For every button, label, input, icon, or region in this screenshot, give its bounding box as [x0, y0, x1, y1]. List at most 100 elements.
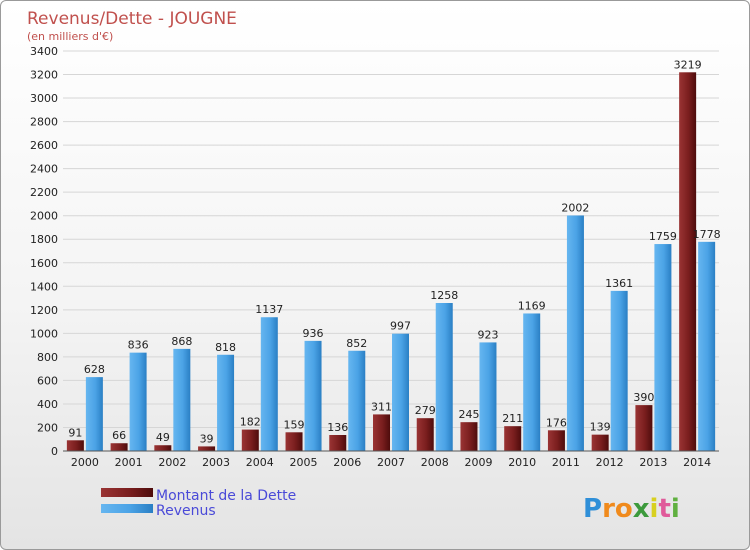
- bar-debt: [591, 434, 609, 451]
- logo-letter: i: [650, 494, 659, 524]
- bar-debt: [241, 429, 259, 451]
- bar-debt: [416, 418, 434, 451]
- data-label: 628: [84, 363, 105, 376]
- x-tick-label: 2005: [290, 456, 318, 469]
- data-label: 1778: [693, 228, 721, 241]
- x-tick-label: 2007: [377, 456, 405, 469]
- bar-debt: [373, 414, 390, 451]
- data-label: 182: [240, 416, 261, 429]
- data-label: 868: [171, 335, 192, 348]
- x-tick-label: 2012: [596, 456, 624, 469]
- bar-debt: [154, 445, 172, 451]
- data-label: 91: [68, 426, 82, 439]
- legend-label-debt: Montant de la Dette: [156, 488, 296, 504]
- y-tick-label: 2200: [30, 186, 58, 199]
- x-tick-label: 2008: [421, 456, 449, 469]
- data-label: 852: [346, 337, 367, 350]
- data-label: 1169: [518, 299, 546, 312]
- bar-revenus: [523, 313, 541, 451]
- proxiti-logo: Proxiti: [583, 494, 680, 524]
- data-label: 936: [303, 327, 324, 340]
- bar-debt: [635, 405, 653, 451]
- data-label: 1361: [605, 277, 633, 290]
- y-tick-label: 2600: [30, 139, 58, 152]
- data-labels: 91 628 66 836 49 868 39 818 182 1137 159 936 136 852 3…: [68, 58, 720, 445]
- x-tick-label: 2003: [202, 456, 230, 469]
- x-tick-label: 2002: [158, 456, 186, 469]
- x-tick-label: 2009: [464, 456, 492, 469]
- bar-revenus: [654, 244, 672, 451]
- legend: Montant de la Dette Revenus: [101, 488, 296, 519]
- legend-swatch-revenus: [101, 504, 153, 513]
- y-axis-ticks: 0 200 400 600 800 1000 1200 1400 1600 1800 2000 220…: [30, 45, 58, 458]
- data-label: 997: [390, 320, 411, 333]
- bar-revenus: [260, 317, 278, 451]
- y-tick-label: 0: [51, 445, 58, 458]
- data-label: 311: [371, 400, 392, 413]
- data-label: 39: [200, 432, 214, 445]
- data-label: 159: [284, 418, 305, 431]
- bar-debt: [110, 443, 128, 451]
- data-label: 139: [590, 421, 611, 434]
- data-label: 2002: [561, 201, 589, 214]
- y-tick-label: 3000: [30, 92, 58, 105]
- x-tick-label: 2011: [552, 456, 580, 469]
- data-label: 211: [502, 412, 523, 425]
- data-label: 1759: [649, 230, 677, 243]
- bar-revenus: [392, 333, 409, 451]
- chart-title: Revenus/Dette - JOUGNE: [27, 9, 237, 29]
- data-label: 176: [546, 416, 567, 429]
- legend-swatch-debt: [101, 488, 153, 497]
- y-tick-label: 2800: [30, 116, 58, 129]
- data-label: 818: [215, 341, 236, 354]
- bar-revenus: [217, 354, 235, 451]
- y-tick-label: 600: [37, 374, 58, 387]
- data-label: 923: [477, 328, 498, 341]
- y-tick-label: 1400: [30, 280, 58, 293]
- y-tick-label: 800: [37, 351, 58, 364]
- bar-revenus: [698, 241, 716, 451]
- bar-revenus: [610, 290, 628, 451]
- data-label: 836: [128, 339, 149, 352]
- y-tick-label: 1000: [30, 327, 58, 340]
- logo-letter: t: [658, 494, 670, 524]
- x-tick-label: 2004: [246, 456, 274, 469]
- bar-debt: [504, 426, 522, 451]
- bar-revenus: [129, 352, 147, 451]
- bar-debt: [329, 435, 347, 451]
- x-tick-label: 2013: [639, 456, 667, 469]
- x-tick-label: 2001: [115, 456, 143, 469]
- y-tick-label: 2400: [30, 163, 58, 176]
- bar-debt: [460, 422, 478, 451]
- y-tick-label: 3200: [30, 69, 58, 82]
- y-tick-label: 200: [37, 421, 58, 434]
- logo-letter: x: [633, 494, 650, 524]
- data-label: 245: [458, 408, 479, 421]
- data-label: 1258: [430, 289, 458, 302]
- data-label: 66: [112, 429, 126, 442]
- bar-revenus: [173, 348, 191, 451]
- data-label: 136: [327, 421, 348, 434]
- y-tick-label: 1600: [30, 257, 58, 270]
- y-tick-label: 400: [37, 398, 58, 411]
- bar-revenus: [566, 215, 584, 451]
- bar-revenus: [479, 342, 497, 451]
- bar-revenus: [435, 303, 453, 451]
- x-tick-label: 2014: [683, 456, 711, 469]
- bar-debt: [285, 432, 303, 451]
- data-label: 390: [633, 391, 654, 404]
- data-label: 49: [156, 431, 170, 444]
- x-axis: 2000 2001 2002 2003 2004 2005 2006 2007 2008 2009…: [63, 450, 719, 469]
- logo-letter: i: [671, 494, 680, 524]
- x-tick-label: 2010: [508, 456, 536, 469]
- chart-subtitle: (en milliers d'€): [27, 30, 113, 43]
- y-tick-label: 3400: [30, 45, 58, 58]
- logo-letter: P: [583, 494, 602, 524]
- data-label: 1137: [255, 303, 283, 316]
- bar-revenus: [348, 350, 366, 451]
- bars: [66, 72, 716, 451]
- legend-label-revenus: Revenus: [156, 503, 216, 519]
- x-tick-label: 2006: [333, 456, 361, 469]
